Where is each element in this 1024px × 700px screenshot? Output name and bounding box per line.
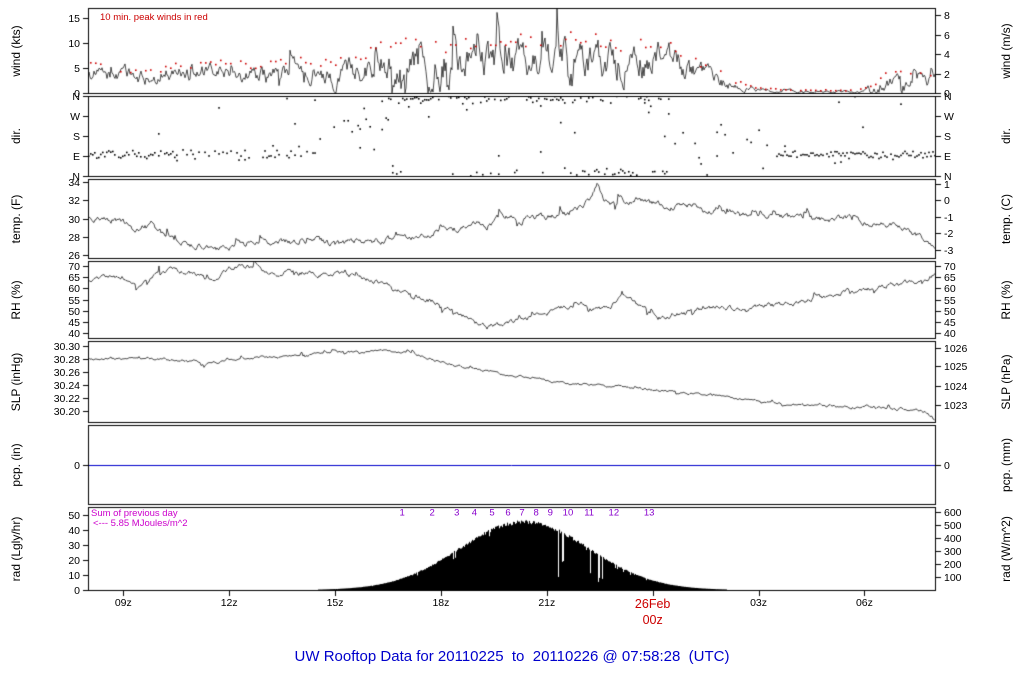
rad-sum-label: Sum of previous day <box>91 508 178 519</box>
peak-wind-legend: 10 min. peak winds in red <box>100 12 208 23</box>
rad-sum-value: <--- 5.85 MJoules/m^2 <box>93 518 188 529</box>
chart-title: UW Rooftop Data for 20110225 to 20110226… <box>294 648 730 665</box>
